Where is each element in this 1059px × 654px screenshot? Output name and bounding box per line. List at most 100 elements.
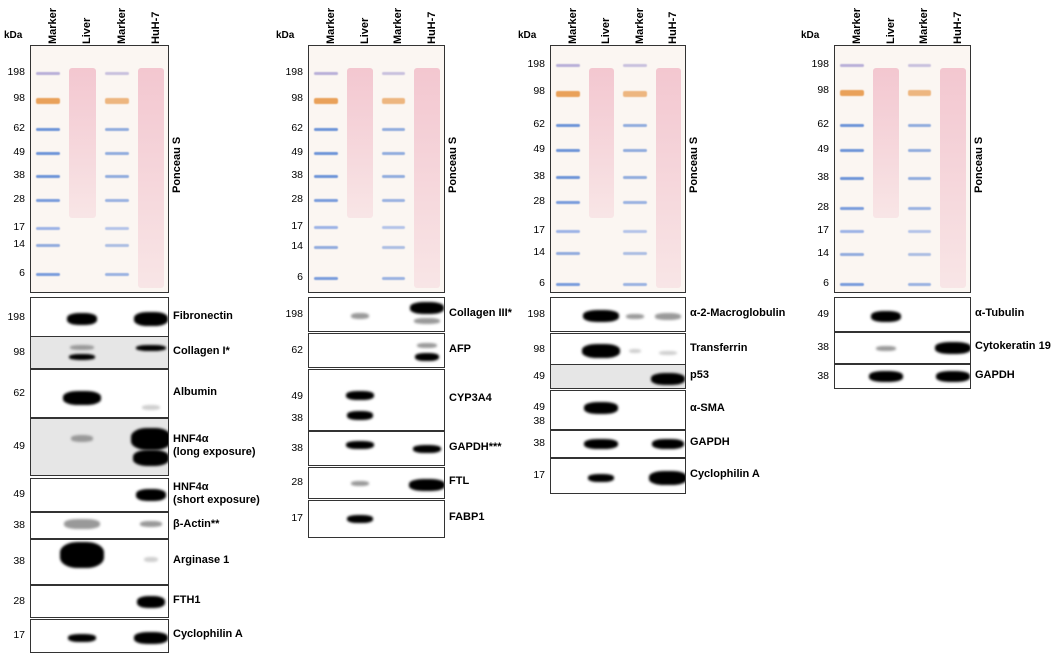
- marker-band: [907, 64, 932, 67]
- marker-size-label: 28: [533, 195, 545, 207]
- marker-size-label: 198: [7, 66, 25, 78]
- marker-size-label: 17: [533, 224, 545, 236]
- marker-band: [623, 176, 647, 179]
- marker-size-label: 28: [817, 201, 829, 213]
- blot-strip: [30, 418, 169, 476]
- marker-band: [104, 152, 129, 155]
- marker-band: [314, 277, 338, 280]
- lane-smear: [414, 68, 440, 288]
- blot-mw-label: 198: [285, 307, 303, 320]
- blot-strip: [308, 467, 445, 499]
- blot-mw-label: 198: [7, 310, 25, 323]
- marker-size-label: 198: [527, 58, 545, 70]
- lane-label: Liver: [884, 17, 897, 44]
- marker-band: [104, 128, 129, 131]
- protein-band: [130, 427, 168, 450]
- blot-strip: [30, 585, 169, 618]
- marker-size-label: 38: [533, 170, 545, 182]
- blot-mw-label: 38: [13, 555, 25, 567]
- marker-band: [840, 90, 864, 96]
- marker-size-label: 198: [285, 66, 303, 78]
- marker-size-label: 38: [817, 171, 829, 183]
- protein-band: [346, 410, 373, 420]
- lane-smear: [940, 68, 966, 288]
- protein-name: α-2-Macroglobulin: [690, 306, 786, 319]
- protein-name: GAPDH***: [449, 440, 502, 453]
- marker-band: [556, 176, 580, 179]
- protein-band: [584, 439, 619, 449]
- protein-name: Arginase 1: [173, 554, 230, 566]
- marker-size-label: 17: [817, 224, 829, 236]
- protein-label: FTL: [449, 475, 469, 488]
- marker-band: [623, 91, 647, 97]
- blot-strip: [308, 297, 445, 332]
- protein-band: [132, 450, 168, 467]
- marker-size-label: 28: [291, 193, 303, 205]
- marker-band: [36, 98, 61, 104]
- marker-band: [314, 152, 338, 155]
- protein-label: Fibronectin: [173, 310, 233, 323]
- marker-band: [314, 199, 338, 202]
- marker-band: [314, 72, 338, 75]
- blot-mw-label: 38: [291, 412, 303, 425]
- marker-band: [623, 149, 647, 152]
- marker-size-label: 98: [533, 85, 545, 97]
- marker-size-label: 98: [817, 84, 829, 96]
- protein-band: [414, 318, 441, 325]
- protein-name: GAPDH: [690, 436, 730, 448]
- lane-smear: [872, 68, 899, 218]
- protein-band: [350, 313, 369, 320]
- protein-label: Cyclophilin A: [690, 468, 760, 481]
- protein-band: [143, 557, 158, 563]
- marker-band: [556, 283, 580, 286]
- blot-strip: [550, 390, 686, 430]
- protein-band: [417, 343, 438, 349]
- protein-label: Collagen I*: [173, 345, 230, 358]
- protein-band: [649, 470, 685, 485]
- protein-band: [936, 371, 970, 382]
- blot-strip: [30, 336, 169, 369]
- marker-size-label: 62: [291, 122, 303, 134]
- lane-smear: [137, 68, 164, 288]
- protein-name: β-Actin**: [173, 517, 220, 530]
- protein-name: α-SMA: [690, 402, 725, 414]
- marker-band: [623, 124, 647, 127]
- blot-mw-label: 17: [533, 469, 545, 481]
- blot-strip: [550, 297, 686, 332]
- blot-mw-label: 98: [533, 342, 545, 355]
- blot-mw-label: 38: [817, 341, 829, 353]
- protein-name: p53: [690, 368, 709, 381]
- marker-band: [840, 124, 864, 127]
- blot-mw-label: 49: [291, 390, 303, 402]
- blot-mw-label: 98: [13, 345, 25, 358]
- marker-size-label: 28: [13, 193, 25, 205]
- protein-label: α-2-Macroglobulin: [690, 307, 785, 320]
- protein-band: [135, 489, 166, 501]
- protein-band: [60, 542, 105, 569]
- marker-band: [36, 175, 61, 178]
- marker-band: [907, 149, 932, 152]
- protein-name: AFP: [449, 342, 471, 355]
- blot-strip: [834, 364, 971, 389]
- marker-band: [840, 177, 864, 180]
- protein-name: FTH1: [173, 593, 201, 606]
- marker-band: [36, 227, 61, 230]
- blot-mw-label: 38: [817, 369, 829, 382]
- marker-size-label: 62: [533, 118, 545, 130]
- protein-band: [133, 631, 168, 644]
- marker-band: [623, 201, 647, 204]
- marker-band: [381, 199, 406, 202]
- protein-name: Albumin: [173, 385, 217, 398]
- protein-band: [659, 350, 678, 355]
- protein-label: α-SMA: [690, 402, 725, 415]
- protein-band: [346, 515, 373, 523]
- marker-band: [314, 246, 338, 249]
- marker-band: [36, 273, 61, 276]
- marker-size-label: 6: [297, 271, 303, 283]
- protein-band: [875, 345, 896, 351]
- marker-band: [907, 230, 932, 233]
- protein-label: Cytokeratin 19: [975, 340, 1051, 353]
- marker-band: [556, 124, 580, 127]
